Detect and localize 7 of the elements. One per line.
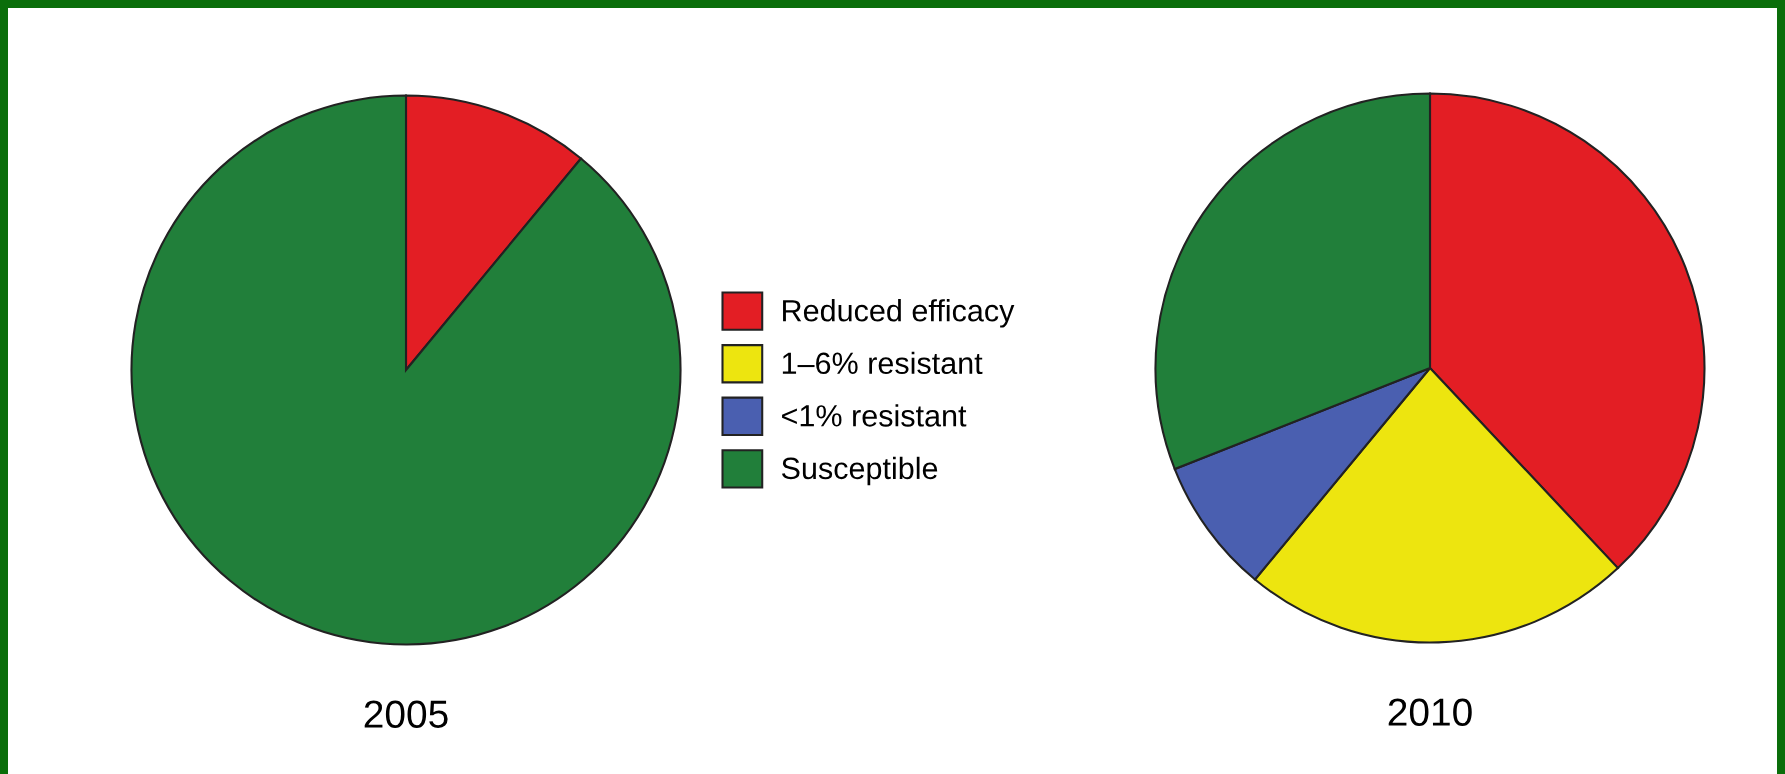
pie-slice bbox=[130, 94, 682, 646]
legend-label: <1% resistant bbox=[782, 404, 967, 427]
text: 2010 bbox=[1388, 698, 1472, 726]
legend-label: 1–6% resistant bbox=[782, 351, 983, 375]
text: 2005 bbox=[364, 700, 448, 728]
legend-label: Reduced efficacy bbox=[783, 299, 1015, 328]
legend-label: Susceptible bbox=[781, 456, 938, 486]
